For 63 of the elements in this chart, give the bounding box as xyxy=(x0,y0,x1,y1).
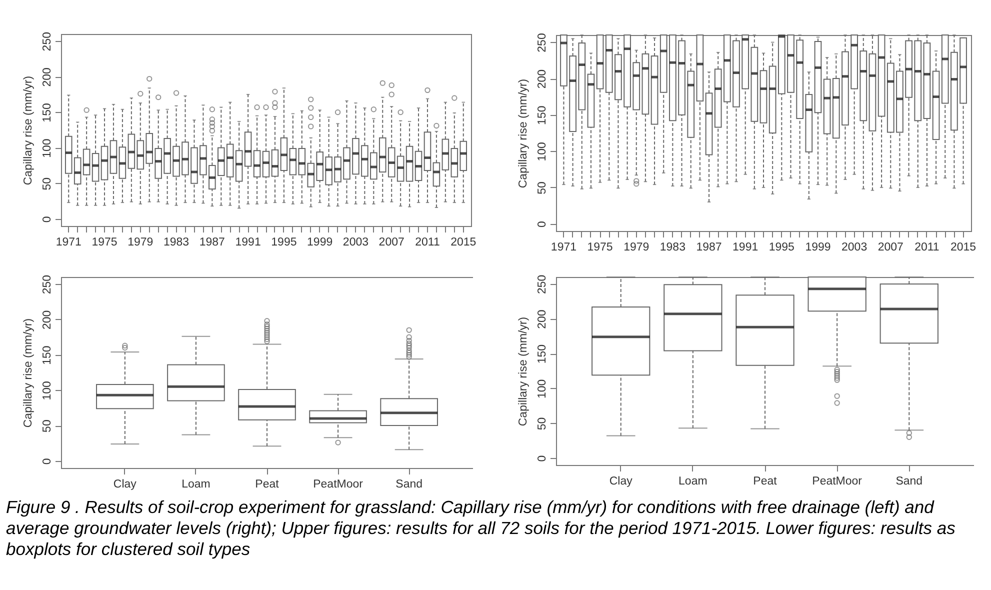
x-tick-label: 1983 xyxy=(660,242,686,254)
x-tick-label: 1987 xyxy=(199,236,225,248)
x-tick-label: 2015 xyxy=(450,236,476,248)
y-axis-title: Capillary rise (mm/yr) xyxy=(518,316,530,426)
x-tick-label: 1995 xyxy=(271,236,297,248)
y-tick-label: 250 xyxy=(42,274,54,294)
x-tick-label: PeatMoor xyxy=(812,476,862,488)
y-tick-label: 200 xyxy=(536,69,548,89)
x-tick-label: 2003 xyxy=(842,242,868,254)
y-tick-label: 100 xyxy=(536,379,548,398)
x-tick-label: Sand xyxy=(896,476,923,488)
x-tick-label: 1971 xyxy=(550,242,577,254)
x-tick-label: 2007 xyxy=(378,236,404,248)
y-tick-label: 50 xyxy=(42,420,54,432)
y-tick-label: 100 xyxy=(536,142,548,162)
x-tick-label: 1983 xyxy=(163,236,190,248)
y-tick-label: 250 xyxy=(536,33,548,52)
x-tick-label: 1979 xyxy=(128,236,154,248)
y-axis-title: Capillary rise (mm/yr) xyxy=(22,76,34,186)
y-tick-label: 50 xyxy=(42,177,54,190)
x-tick-label: 1995 xyxy=(768,242,794,254)
x-tick-label: 1987 xyxy=(696,242,722,254)
y-tick-label: 100 xyxy=(42,138,54,158)
x-tick-label: 1991 xyxy=(732,242,758,254)
y-axis-title: Capillary rise (mm/yr) xyxy=(518,78,530,188)
x-tick-label: Peat xyxy=(753,476,778,488)
y-tick-label: 50 xyxy=(536,182,548,194)
x-tick-label: Clay xyxy=(609,476,633,488)
x-tick-label: Loam xyxy=(678,476,708,488)
y-tick-label: 50 xyxy=(536,417,548,430)
x-tick-label: Clay xyxy=(113,478,137,490)
y-tick-label: 200 xyxy=(42,310,54,330)
x-tick-label: 1979 xyxy=(624,242,650,254)
x-tick-label: Peat xyxy=(255,478,280,490)
x-tick-label: 2011 xyxy=(914,242,940,254)
y-tick-label: 150 xyxy=(536,344,548,364)
y-tick-label: 200 xyxy=(536,310,548,329)
y-tick-label: 100 xyxy=(42,381,54,400)
caption: Figure 9 . Results of soil-crop experiment for grassland: Capillary rise (mm/yr) for conditions with free drainage (left) and average groundwater levels (right); Upper figures: results for all 72 soils for the period 1971-2015. Lower figures: results as boxplots for clustered soil types xyxy=(6,497,956,560)
x-tick-label: 2007 xyxy=(878,242,904,254)
y-tick-label: 0 xyxy=(42,458,54,465)
x-tick-label: 1975 xyxy=(587,242,613,254)
y-axis-title: Capillary rise (mm/yr) xyxy=(22,318,34,428)
x-tick-label: 1991 xyxy=(235,236,261,248)
y-tick-label: 150 xyxy=(42,346,54,365)
x-tick-label: 1975 xyxy=(92,236,118,248)
x-tick-label: PeatMoor xyxy=(313,478,364,490)
y-tick-label: 0 xyxy=(536,221,548,228)
y-tick-label: 0 xyxy=(536,455,548,462)
y-tick-label: 250 xyxy=(42,32,54,52)
x-tick-label: Loam xyxy=(182,478,210,490)
x-tick-label: 2003 xyxy=(342,236,369,248)
x-tick-label: Sand xyxy=(396,478,422,490)
x-tick-label: 1999 xyxy=(307,236,333,248)
x-tick-label: 2011 xyxy=(415,236,440,248)
y-tick-label: 0 xyxy=(42,216,54,223)
x-tick-label: 2015 xyxy=(950,242,976,254)
y-tick-label: 250 xyxy=(536,274,548,294)
y-tick-label: 150 xyxy=(42,103,54,122)
y-tick-label: 200 xyxy=(42,68,54,87)
x-tick-label: 1999 xyxy=(805,242,831,254)
x-tick-label: 1971 xyxy=(56,236,82,248)
y-tick-label: 150 xyxy=(536,106,548,125)
